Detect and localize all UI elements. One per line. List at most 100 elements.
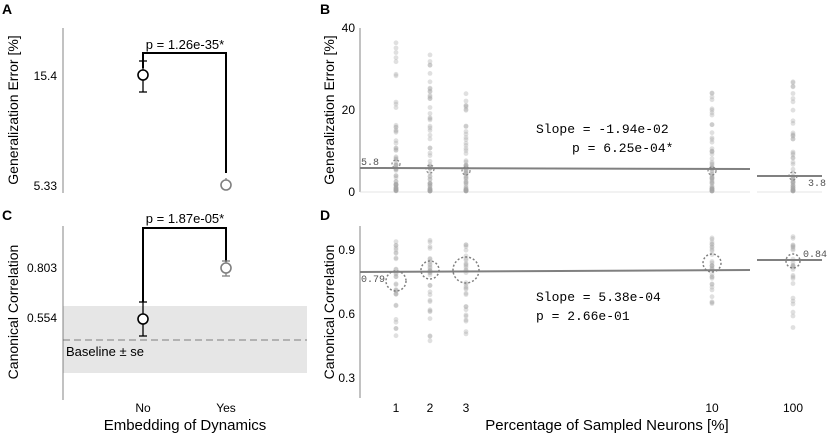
sample-dot bbox=[709, 184, 715, 190]
sample-dot bbox=[393, 40, 399, 46]
sample-dot bbox=[393, 250, 399, 255]
sample-dot bbox=[393, 129, 399, 135]
panel-c-y-label: Canonical Correlation bbox=[5, 245, 21, 380]
sample-dot bbox=[393, 188, 399, 193]
sample-dot bbox=[709, 175, 715, 181]
sample-dot bbox=[463, 261, 469, 266]
sample-dot bbox=[393, 243, 399, 248]
panel-a-significance-bracket bbox=[142, 52, 227, 173]
sample-dot bbox=[709, 299, 715, 305]
sample-dot bbox=[790, 185, 796, 191]
sample-dot bbox=[709, 139, 715, 145]
sample-dot bbox=[790, 179, 796, 185]
sample-dot bbox=[427, 132, 433, 138]
sample-dot bbox=[427, 115, 433, 121]
sample-dot bbox=[463, 148, 469, 153]
sample-dot bbox=[709, 244, 715, 250]
sample-dot bbox=[463, 286, 469, 292]
sample-dot bbox=[709, 235, 715, 241]
sample-dot bbox=[709, 282, 715, 287]
sample-dot bbox=[427, 180, 433, 186]
sample-dot bbox=[463, 179, 469, 185]
sample-dot bbox=[463, 107, 469, 112]
sample-dot bbox=[427, 181, 433, 186]
x-tick-10: 10 bbox=[705, 401, 719, 415]
sample-dot bbox=[427, 187, 433, 192]
sample-dot bbox=[709, 187, 715, 192]
sample-dot bbox=[790, 243, 796, 248]
sample-dot bbox=[463, 187, 469, 193]
sample-dot bbox=[393, 147, 399, 153]
sample-dot bbox=[393, 50, 399, 55]
sample-dot bbox=[393, 179, 399, 184]
sample-dot bbox=[393, 317, 399, 322]
sample-dot bbox=[463, 140, 469, 146]
sample-dot bbox=[393, 274, 399, 280]
sample-dot bbox=[790, 295, 796, 301]
sample-dot bbox=[463, 137, 469, 143]
sample-dot bbox=[393, 154, 399, 160]
sample-dot bbox=[427, 145, 433, 151]
sample-dot bbox=[790, 99, 796, 105]
sample-dot bbox=[790, 91, 796, 96]
sample-dot bbox=[790, 83, 796, 89]
sample-dot bbox=[463, 313, 469, 319]
sample-dot bbox=[709, 188, 715, 194]
sample-dot bbox=[790, 188, 796, 194]
panel-d-mean-2 bbox=[420, 260, 440, 280]
sample-dot bbox=[393, 271, 399, 277]
sample-dot bbox=[393, 101, 399, 107]
sample-dot bbox=[709, 179, 715, 185]
sample-dot bbox=[790, 187, 796, 193]
sample-dot bbox=[709, 137, 715, 142]
sample-dot bbox=[427, 96, 433, 101]
sample-dot bbox=[709, 179, 715, 184]
sample-dot bbox=[427, 89, 433, 95]
sample-dot bbox=[393, 288, 399, 294]
sample-dot bbox=[790, 298, 796, 304]
sample-dot bbox=[393, 181, 399, 187]
sample-dot bbox=[463, 107, 469, 113]
sample-dot bbox=[463, 179, 469, 184]
sample-dot bbox=[709, 148, 715, 154]
sample-dot bbox=[709, 186, 715, 192]
sample-dot bbox=[463, 247, 469, 253]
sample-dot bbox=[790, 188, 796, 193]
sample-dot bbox=[393, 182, 399, 188]
sample-dot bbox=[709, 259, 715, 264]
sample-dot bbox=[709, 287, 715, 293]
sample-dot bbox=[463, 168, 469, 174]
sample-dot bbox=[427, 188, 433, 194]
sample-dot bbox=[709, 241, 715, 247]
panel-label-c: C bbox=[2, 207, 12, 223]
sample-dot bbox=[393, 242, 399, 248]
sample-dot bbox=[463, 151, 469, 156]
sample-dot bbox=[463, 290, 469, 296]
sample-dot bbox=[427, 186, 433, 192]
sample-dot bbox=[463, 181, 469, 186]
panel-c-ytick-2: 0.554 bbox=[27, 311, 57, 325]
sample-dot bbox=[463, 104, 469, 110]
sample-dot bbox=[463, 188, 469, 194]
panel-d-slope-annotation: Slope = 5.38e-04 bbox=[536, 290, 661, 305]
sample-dot bbox=[427, 265, 433, 271]
panel-d-mean-1 bbox=[385, 270, 407, 292]
sample-dot bbox=[709, 271, 715, 277]
sample-dot bbox=[463, 129, 469, 134]
sample-dot bbox=[790, 136, 796, 142]
sample-dot bbox=[393, 122, 399, 128]
panel-d-ytick-06: 0.6 bbox=[338, 307, 355, 321]
sample-dot bbox=[790, 79, 796, 85]
sample-dot bbox=[393, 186, 399, 192]
sample-dot bbox=[393, 182, 399, 188]
sample-dot bbox=[393, 59, 399, 65]
sample-dot bbox=[709, 186, 715, 192]
sample-dot bbox=[790, 133, 796, 138]
sample-dot bbox=[393, 281, 399, 287]
panel-d-p-annotation: p = 2.66e-01 bbox=[536, 309, 630, 324]
sample-dot bbox=[463, 186, 469, 192]
sample-dot bbox=[463, 263, 469, 269]
sample-dot bbox=[463, 98, 469, 104]
sample-dot bbox=[790, 185, 796, 190]
sample-dot bbox=[393, 55, 399, 61]
